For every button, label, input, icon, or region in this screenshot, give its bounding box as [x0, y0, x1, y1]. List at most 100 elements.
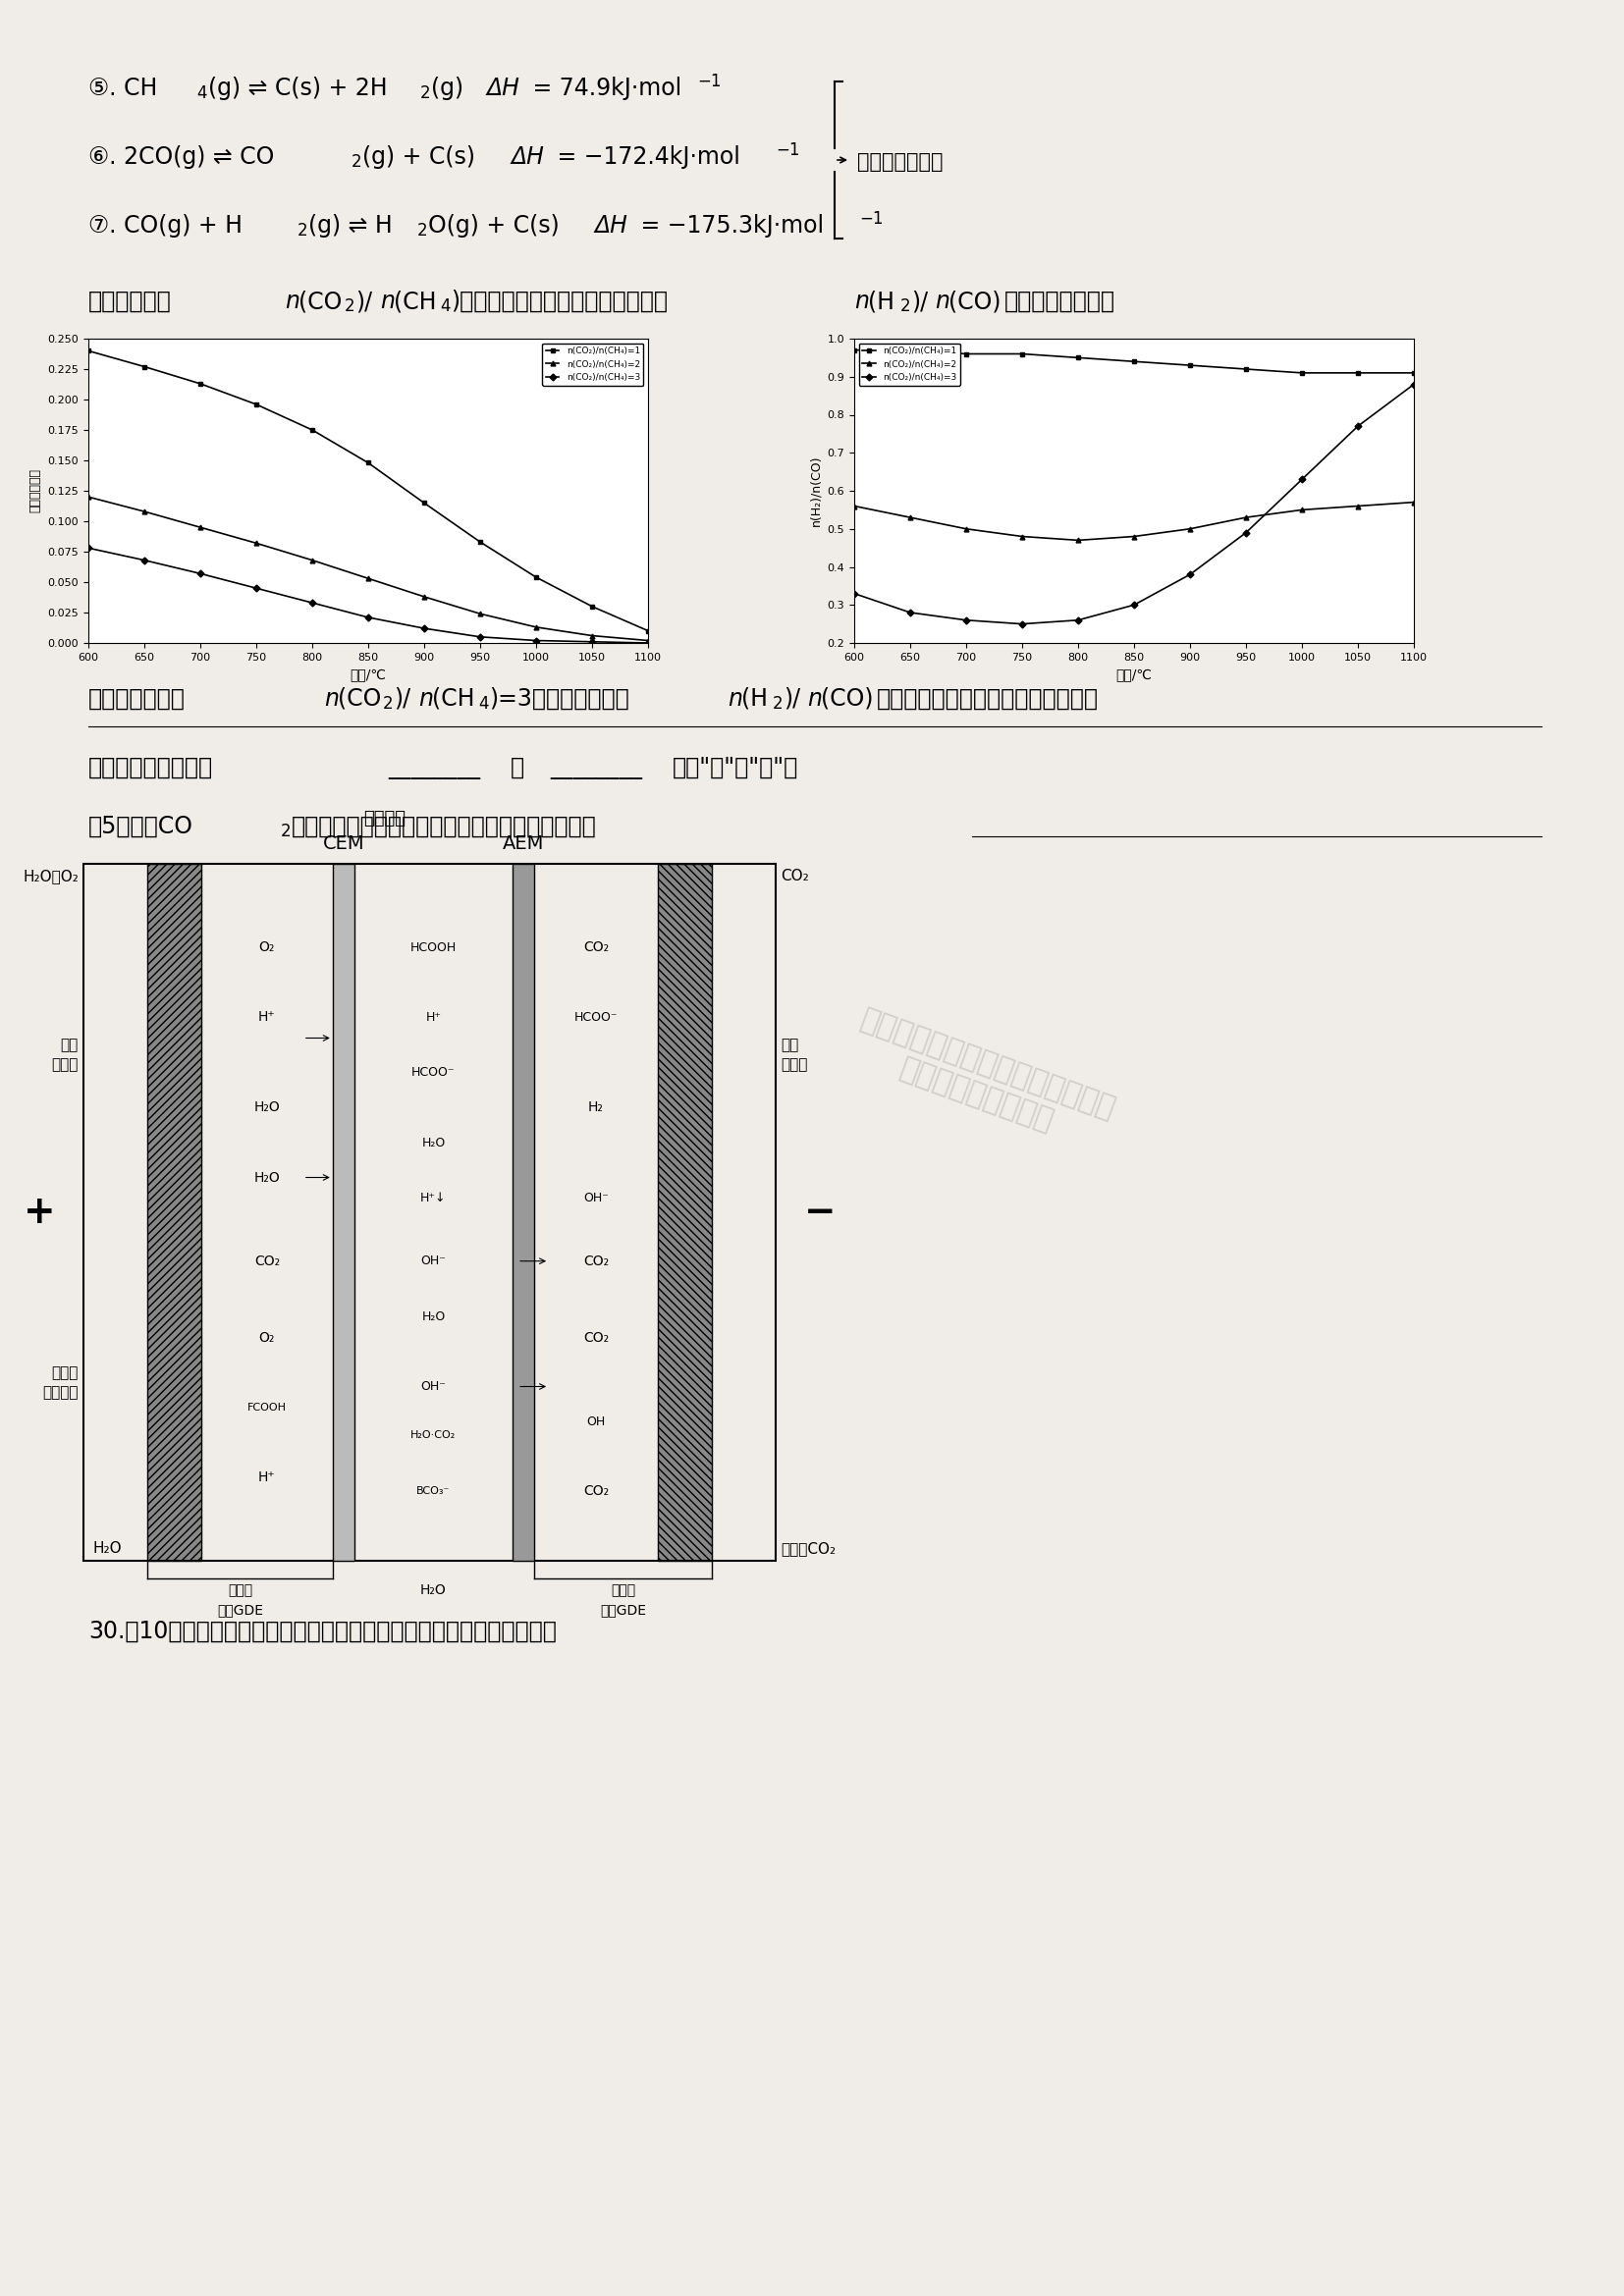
Text: 变化关系图，并解释其变化的原因：: 变化关系图，并解释其变化的原因： [877, 687, 1099, 712]
n(CO2)/n(CH4)=1 [526, 563, 546, 590]
Text: 阳离子: 阳离子 [52, 1366, 78, 1380]
n(CO2)/n(CH4)=1 [135, 354, 154, 381]
n(CO2)/n(CH4)=2 [1236, 503, 1255, 530]
n(CO2)/n(CH4)=3 [526, 627, 546, 654]
n(CO2)/n(CH4)=1 [1236, 356, 1255, 383]
Text: H₂O·CO₂: H₂O·CO₂ [411, 1430, 456, 1440]
n(CO2)/n(CH4)=3 [1012, 611, 1031, 638]
Text: OH⁻: OH⁻ [421, 1380, 447, 1394]
Text: −: − [804, 1194, 836, 1231]
Text: ΔH: ΔH [594, 214, 627, 236]
Text: = 74.9kJ·mol: = 74.9kJ·mol [525, 76, 682, 101]
Line: n(CO2)/n(CH4)=1: n(CO2)/n(CH4)=1 [86, 349, 651, 634]
Text: 电还原装置如图所示，请写出阴极的电极反应式：: 电还原装置如图所示，请写出阴极的电极反应式： [292, 815, 596, 838]
Text: )/: )/ [911, 289, 927, 312]
Bar [83, 863, 776, 1561]
Text: ________: ________ [551, 755, 641, 778]
Text: (CO): (CO) [948, 289, 1000, 312]
Text: 2: 2 [297, 223, 309, 239]
Text: 甲酸溶液: 甲酸溶液 [364, 810, 406, 827]
n(CO2)/n(CH4)=1 [471, 528, 490, 556]
Text: )/: )/ [393, 687, 411, 712]
Text: 请在右图中完成: 请在右图中完成 [88, 687, 185, 712]
Text: 2: 2 [351, 154, 362, 170]
n(CO2)/n(CH4)=2 [135, 498, 154, 526]
Text: n: n [854, 289, 869, 312]
n(CO2)/n(CH4)=3 [1181, 560, 1200, 588]
n(CO2)/n(CH4)=1 [844, 335, 864, 363]
Text: 4: 4 [197, 85, 206, 101]
Text: ΔH: ΔH [486, 76, 520, 101]
n(CO2)/n(CH4)=2 [78, 482, 97, 510]
n(CO2)/n(CH4)=1 [638, 618, 658, 645]
Text: H₂O: H₂O [422, 1311, 445, 1322]
n(CO2)/n(CH4)=2 [359, 565, 378, 592]
Text: H₂O和O₂: H₂O和O₂ [23, 868, 78, 884]
Text: 的影响如图所示。: 的影响如图所示。 [1005, 289, 1116, 312]
n(CO2)/n(CH4)=3 [471, 622, 490, 650]
Text: 积炭和消炭反应: 积炭和消炭反应 [857, 152, 944, 172]
Line: n(CO2)/n(CH4)=1: n(CO2)/n(CH4)=1 [853, 347, 1416, 374]
n(CO2)/n(CH4)=1 [78, 338, 97, 365]
Text: OH⁻: OH⁻ [583, 1192, 609, 1205]
n(CO2)/n(CH4)=3 [247, 574, 266, 602]
n(CO2)/n(CH4)=3 [414, 615, 434, 643]
n(CO2)/n(CH4)=2 [638, 627, 658, 654]
Text: (CO): (CO) [820, 687, 874, 712]
Text: H⁺: H⁺ [258, 1010, 276, 1024]
Text: 2: 2 [344, 298, 356, 315]
Line: n(CO2)/n(CH4)=3: n(CO2)/n(CH4)=3 [853, 381, 1416, 627]
Text: CEM: CEM [323, 833, 364, 854]
Text: 阳极GDE: 阳极GDE [218, 1603, 263, 1616]
Text: 建议实际生产中选择: 建议实际生产中选择 [88, 755, 213, 778]
Text: ________: ________ [388, 755, 481, 778]
Text: (H: (H [867, 289, 895, 312]
Text: 2: 2 [421, 85, 430, 101]
n(CO2)/n(CH4)=1 [900, 335, 919, 363]
n(CO2)/n(CH4)=2 [1124, 523, 1143, 551]
Text: BCO₃⁻: BCO₃⁻ [417, 1486, 450, 1497]
Text: (CH: (CH [393, 289, 437, 312]
n(CO2)/n(CH4)=3 [135, 546, 154, 574]
Text: H⁺: H⁺ [425, 1010, 442, 1024]
Text: n: n [325, 687, 339, 712]
n(CO2)/n(CH4)=1 [957, 340, 976, 367]
Text: 4: 4 [477, 696, 489, 712]
Text: (g) + C(s): (g) + C(s) [362, 145, 505, 170]
Text: −1: −1 [859, 209, 883, 227]
n(CO2)/n(CH4)=2 [414, 583, 434, 611]
n(CO2)/n(CH4)=1 [247, 390, 266, 418]
Text: 压（"高"或"低"）: 压（"高"或"低"） [672, 755, 799, 778]
Text: )/: )/ [356, 289, 372, 312]
Bar [513, 863, 534, 1561]
Text: ⑦. CO(g) + H: ⑦. CO(g) + H [88, 214, 242, 236]
n(CO2)/n(CH4)=2 [1348, 491, 1367, 519]
n(CO2)/n(CH4)=2 [1405, 489, 1424, 517]
n(CO2)/n(CH4)=2 [247, 530, 266, 558]
Text: HCOOH: HCOOH [411, 941, 456, 953]
Text: H₂O: H₂O [421, 1584, 447, 1598]
Text: 催化层: 催化层 [227, 1584, 252, 1598]
Text: FCOOH: FCOOH [247, 1403, 286, 1412]
Text: (g): (g) [430, 76, 494, 101]
n(CO2)/n(CH4)=3 [900, 599, 919, 627]
Text: n: n [419, 687, 434, 712]
Line: n(CO2)/n(CH4)=2: n(CO2)/n(CH4)=2 [853, 501, 1416, 542]
Legend: n(CO₂)/n(CH₄)=1, n(CO₂)/n(CH₄)=2, n(CO₂)/n(CH₄)=3: n(CO₂)/n(CH₄)=1, n(CO₂)/n(CH₄)=2, n(CO₂)… [542, 342, 643, 386]
Text: n: n [807, 687, 822, 712]
Text: )/: )/ [783, 687, 801, 712]
Text: 温: 温 [510, 755, 525, 778]
n(CO2)/n(CH4)=1 [414, 489, 434, 517]
n(CO2)/n(CH4)=3 [1069, 606, 1088, 634]
n(CO2)/n(CH4)=2 [471, 599, 490, 627]
n(CO2)/n(CH4)=3 [190, 560, 209, 588]
Text: 石墨板: 石墨板 [52, 1058, 78, 1072]
Text: H₂O: H₂O [253, 1171, 279, 1185]
n(CO2)/n(CH4)=3 [1405, 370, 1424, 397]
Text: 石墨板: 石墨板 [781, 1058, 807, 1072]
n(CO2)/n(CH4)=2 [1181, 514, 1200, 542]
n(CO2)/n(CH4)=1 [1405, 358, 1424, 386]
Text: AEM: AEM [502, 833, 544, 854]
Text: CO₂: CO₂ [583, 1254, 609, 1267]
Text: (g) ⇌ C(s) + 2H: (g) ⇌ C(s) + 2H [208, 76, 388, 101]
